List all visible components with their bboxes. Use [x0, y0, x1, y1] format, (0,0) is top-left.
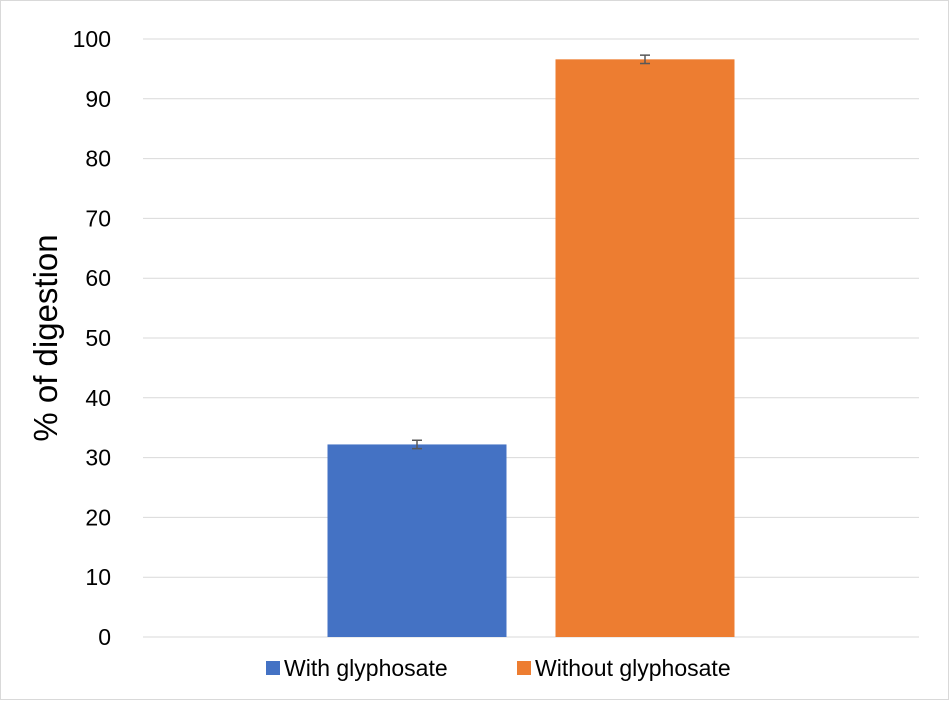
y-tick-label: 80 — [85, 146, 111, 172]
y-tick-label: 30 — [85, 445, 111, 471]
bar-without-glyphosate — [555, 59, 735, 637]
legend: With glyphosate Without glyphosate — [266, 655, 731, 681]
y-axis-title: % of digestion — [27, 234, 64, 441]
bars — [327, 59, 735, 637]
error-bars — [412, 54, 650, 450]
gridlines — [143, 38, 919, 638]
y-tick-label: 70 — [85, 205, 111, 231]
y-tick-label: 0 — [98, 624, 111, 650]
y-tick-label: 20 — [85, 504, 111, 530]
bar-with-glyphosate — [327, 444, 507, 637]
y-tick-label: 40 — [85, 385, 111, 411]
legend-swatch — [266, 661, 280, 675]
y-tick-label: 100 — [73, 26, 111, 52]
y-tick-label: 10 — [85, 564, 111, 590]
y-tick-labels: 0 10 20 30 40 50 60 70 80 90 100 — [73, 26, 111, 650]
legend-label: With glyphosate — [284, 655, 448, 681]
y-tick-label: 50 — [85, 325, 111, 351]
y-tick-label: 90 — [85, 86, 111, 112]
legend-swatch — [517, 661, 531, 675]
y-tick-label: 60 — [85, 265, 111, 291]
legend-label: Without glyphosate — [535, 655, 731, 681]
